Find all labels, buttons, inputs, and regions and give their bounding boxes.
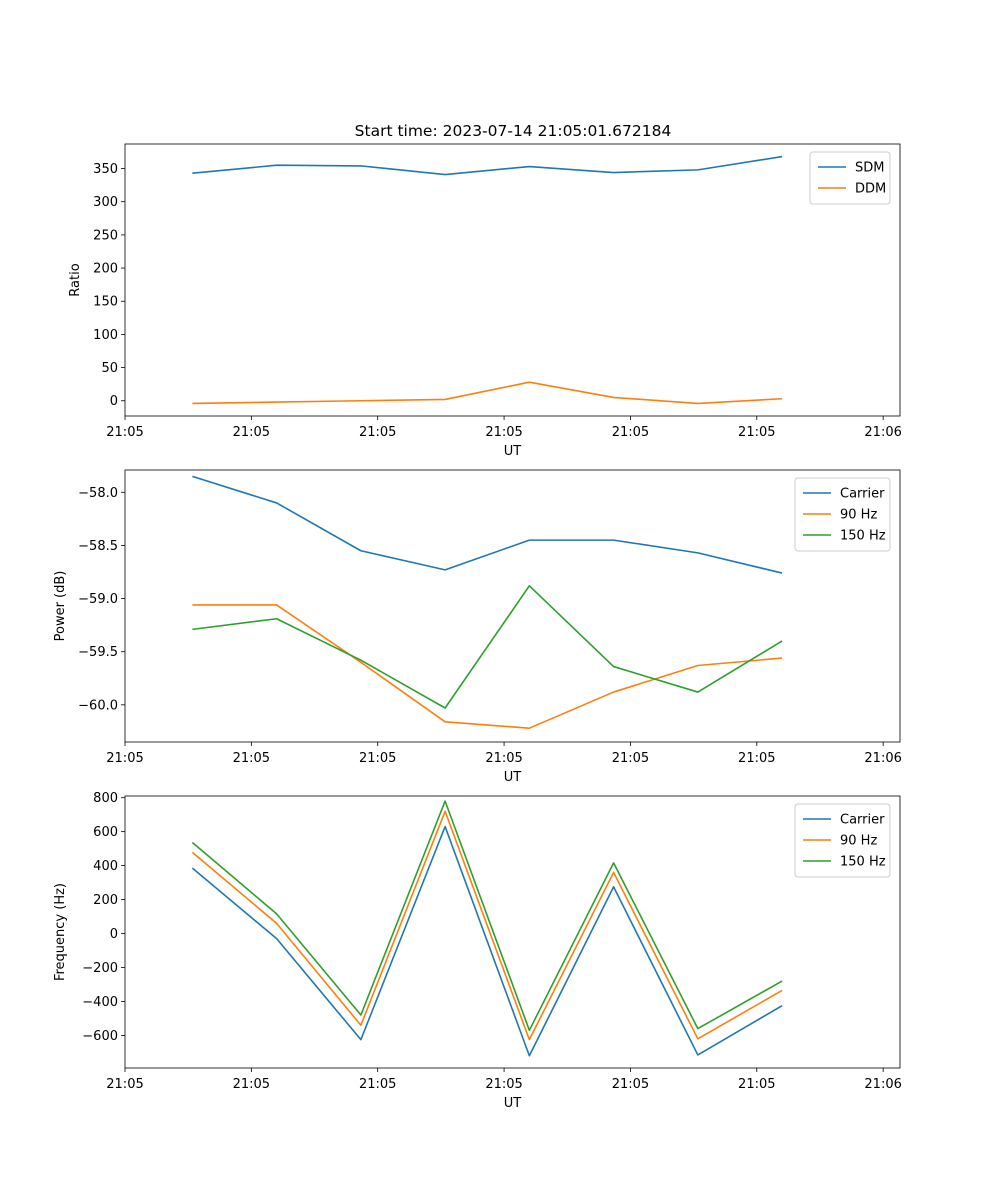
axes-frame [124, 795, 901, 1069]
axes-frame [124, 469, 901, 743]
y-tick-label: −200 [82, 961, 118, 976]
legend: Carrier 90 Hz 150 Hz [794, 477, 891, 552]
y-tick-label: 250 [93, 228, 118, 243]
y-tick-label: 350 [93, 162, 118, 177]
x-tick-label: 21:05 [612, 1077, 649, 1092]
x-tick-label: 21:05 [359, 751, 396, 766]
series-line-90-hz [192, 604, 783, 729]
y-tick-label: 300 [93, 195, 118, 210]
legend-label-ddm: DDM [855, 182, 886, 197]
legend-label-sdm: SDM [855, 161, 884, 176]
x-tick-label: 21:05 [738, 1077, 775, 1092]
y-tick-label: 50 [101, 361, 118, 376]
y-tick-label: 200 [93, 262, 118, 277]
x-tick-label: 21:06 [864, 1077, 901, 1092]
x-tick-label: 21:05 [106, 1077, 143, 1092]
y-tick-label: −60.0 [78, 698, 118, 713]
legend-frame [794, 477, 891, 552]
y-tick-label: 600 [93, 825, 118, 840]
x-tick-label: 21:05 [233, 751, 270, 766]
series-line-90-hz [191, 810, 783, 1041]
series-line-ddm [192, 381, 783, 405]
y-tick-label: −59.0 [78, 592, 118, 607]
series-line-150-hz [192, 585, 783, 709]
y-tick-label: −59.5 [78, 645, 118, 660]
x-tick-label: 21:05 [612, 425, 649, 440]
series-line-carrier [191, 825, 783, 1057]
x-axis-label: UT [504, 444, 522, 459]
y-tick-label: −600 [82, 1029, 118, 1044]
y-axis-label: Frequency (Hz) [53, 883, 68, 981]
x-tick-label: 21:05 [485, 425, 522, 440]
x-tick-label: 21:05 [359, 1077, 396, 1092]
y-tick-label: −400 [82, 995, 118, 1010]
y-tick-label: 0 [110, 927, 118, 942]
x-tick-label: 21:06 [864, 751, 901, 766]
x-tick-label: 21:05 [485, 751, 522, 766]
series-line-sdm [192, 155, 783, 176]
x-tick-label: 21:05 [738, 751, 775, 766]
legend-label-carrier: Carrier [840, 487, 885, 502]
y-tick-label: −58.5 [78, 539, 118, 554]
x-tick-label: 21:05 [106, 425, 143, 440]
x-axis-label: UT [504, 770, 522, 785]
x-tick-label: 21:05 [106, 751, 143, 766]
legend-label-150-hz: 150 Hz [840, 855, 886, 870]
y-tick-label: 150 [93, 295, 118, 310]
y-axis-label: Power (dB) [53, 571, 68, 642]
x-tick-label: 21:06 [864, 425, 901, 440]
x-tick-label: 21:05 [359, 425, 396, 440]
legend-frame [809, 151, 891, 205]
legend-label-150-hz: 150 Hz [840, 529, 886, 544]
x-tick-label: 21:05 [738, 425, 775, 440]
y-tick-label: 400 [93, 859, 118, 874]
subplot-2: 21:05 21:05 21:05 21:05 21:05 21:05 21:06 −60.0… [53, 469, 902, 785]
axes-frame [124, 143, 901, 417]
x-tick-label: 21:05 [485, 1077, 522, 1092]
y-tick-label: 100 [93, 328, 118, 343]
legend-label-90-hz: 90 Hz [840, 508, 877, 523]
x-tick-label: 21:05 [233, 1077, 270, 1092]
x-tick-label: 21:05 [612, 751, 649, 766]
y-tick-label: 800 [93, 791, 118, 806]
series-line-150-hz [191, 800, 783, 1032]
legend-frame [794, 803, 891, 878]
legend: SDM DDM [809, 151, 891, 205]
legend-label-carrier: Carrier [840, 813, 885, 828]
subplot-3: 21:05 21:05 21:05 21:05 21:05 21:05 21:06 −600 −… [53, 791, 902, 1111]
legend-label-90-hz: 90 Hz [840, 834, 877, 849]
y-tick-label: −58.0 [78, 486, 118, 501]
legend: Carrier 90 Hz 150 Hz [794, 803, 891, 878]
series-line-carrier [192, 475, 783, 574]
x-tick-label: 21:05 [233, 425, 270, 440]
y-tick-label: 0 [110, 394, 118, 409]
y-tick-label: 200 [93, 893, 118, 908]
subplot-1: 21:05 21:05 21:05 21:05 21:05 21:05 21:06 0 50 10… [68, 143, 902, 459]
y-axis-label: Ratio [68, 263, 83, 296]
figure-title: Start time: 2023-07-14 21:05:01.672184 [355, 122, 672, 140]
x-axis-label: UT [504, 1096, 522, 1111]
